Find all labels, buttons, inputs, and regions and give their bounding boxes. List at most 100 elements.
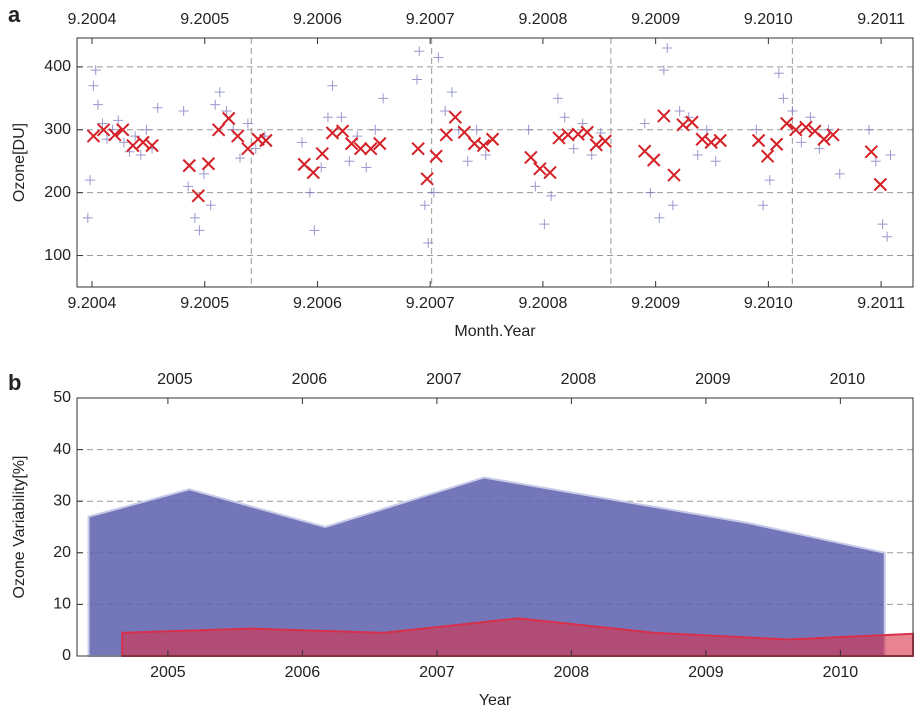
x-tick-label: 9.2009 [631,295,680,312]
y-tick-label: 50 [53,389,71,406]
data-point [773,68,784,79]
x-tick-label: 9.2007 [406,295,455,312]
mean-marker [817,132,831,146]
data-point [378,93,389,104]
data-point [654,212,665,223]
y-tick-label: 20 [53,544,71,561]
mean-marker [598,134,612,148]
mean-marker [306,165,320,180]
data-point [205,200,216,211]
data-point [423,237,434,248]
mean-marker [222,111,236,126]
mean-marker [315,146,330,161]
data-point [250,143,261,154]
y-tick-label: 40 [53,441,71,458]
data-point [764,175,775,186]
plot-frame [76,397,914,657]
data-point [85,175,96,186]
data-point [242,118,253,129]
data-point [877,219,888,230]
data-point [135,149,146,160]
y-tick-label: 100 [44,247,71,264]
data-point [462,156,473,167]
mean-marker [864,145,878,159]
x-top-tick-label: 9.2007 [406,11,455,28]
mean-marker [211,123,226,137]
data-point [228,124,239,135]
data-point [834,168,845,179]
mean-marker [873,177,888,192]
mean-marker [769,137,784,151]
x-top-tick-label: 9.2010 [744,11,793,28]
data-point [183,181,194,192]
mean-marker [760,149,775,163]
data-point [327,80,338,91]
panel-label: a [8,2,21,27]
data-point [480,149,491,160]
x-top-tick-label: 9.2011 [857,11,905,28]
mean-marker [695,132,709,146]
x-top-tick-label: 2009 [695,371,731,388]
mean-marker [543,165,557,180]
data-point [710,156,721,167]
data-point [304,187,315,198]
y-tick-label: 300 [44,121,71,138]
data-point [90,65,101,76]
mean-marker [201,157,216,171]
data-point [352,131,363,142]
data-point [92,99,103,110]
x-tick-label: 2010 [823,664,859,681]
x-top-tick-label: 9.2004 [68,11,117,28]
mean-marker [667,168,681,182]
mean-marker [126,138,140,153]
mean-marker [647,153,661,167]
data-point [885,149,896,160]
mean-marker [182,158,196,173]
data-point [113,115,124,126]
mean-marker [676,118,690,132]
x-tick-label: 9.2004 [68,295,117,312]
mean-marker [789,123,803,137]
x-top-tick-label: 2010 [830,371,866,388]
mean-marker [589,138,603,152]
mean-marker [552,131,566,145]
data-point [178,105,189,116]
y-tick-label: 0 [62,647,71,664]
data-point [645,187,656,198]
mean-marker [108,128,122,142]
mean-marker [136,135,150,150]
y-tick-label: 400 [44,58,71,75]
data-point [198,168,209,179]
y-tick-label: 10 [53,596,71,613]
mean-marker [826,128,840,142]
x-axis-label: Month.Year [454,323,536,340]
data-point [701,124,712,135]
mean-marker [524,150,538,165]
data-point [433,52,444,63]
data-point [539,219,550,230]
data-point [235,153,246,164]
data-point [440,105,451,116]
data-point [662,43,673,54]
data-point [322,112,333,123]
mean-marker [457,125,472,140]
x-tick-label: 9.2011 [857,295,905,312]
data-point [189,212,200,223]
y-axis-label: Ozone Variability[%] [11,456,28,599]
mean-marker [335,124,350,138]
x-top-tick-label: 2008 [561,371,597,388]
mean-marker [561,128,575,142]
x-tick-label: 2009 [688,664,724,681]
data-point [568,143,579,154]
data-point [559,112,570,123]
data-point [194,225,205,236]
data-point [411,74,422,85]
data-point [141,124,152,135]
plot-frame [76,37,914,288]
data-point [814,143,825,154]
area [87,476,886,657]
data-point [344,156,355,167]
mean-marker [373,136,387,151]
mean-marker [231,129,245,143]
